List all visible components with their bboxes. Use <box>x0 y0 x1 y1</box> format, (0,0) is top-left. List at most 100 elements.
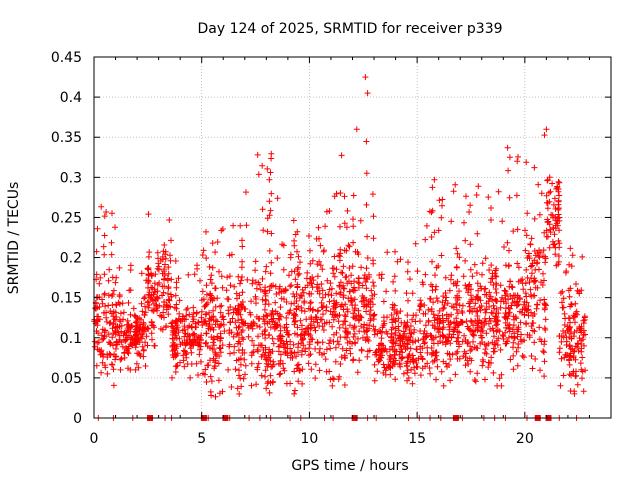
data-point <box>472 300 479 307</box>
data-point <box>183 316 189 323</box>
data-point <box>287 283 294 290</box>
data-point <box>336 282 343 289</box>
data-point <box>208 378 215 385</box>
data-point <box>478 334 485 341</box>
data-point <box>244 276 251 283</box>
data-point <box>142 309 149 316</box>
data-point <box>125 321 132 328</box>
data-point <box>414 268 421 275</box>
data-point <box>483 330 490 337</box>
data-point <box>474 280 481 287</box>
data-point <box>113 338 120 345</box>
data-point <box>261 306 268 313</box>
data-point <box>555 198 562 205</box>
data-point <box>264 313 271 320</box>
data-point <box>110 342 116 349</box>
data-point <box>380 361 387 368</box>
data-point <box>350 192 357 199</box>
data-point <box>567 285 574 292</box>
data-point <box>506 309 513 316</box>
data-point <box>125 365 131 372</box>
data-point <box>172 258 179 264</box>
y-tick-label: 0.05 <box>51 371 82 387</box>
data-point <box>263 297 269 304</box>
data-point <box>571 388 578 395</box>
data-point <box>145 325 152 332</box>
data-point <box>567 245 574 252</box>
data-point <box>488 205 494 211</box>
data-point <box>493 337 500 344</box>
data-point <box>578 348 585 355</box>
data-point <box>422 236 429 243</box>
data-point <box>168 276 175 283</box>
data-point <box>389 343 396 350</box>
data-point <box>436 197 443 204</box>
data-point <box>490 345 497 352</box>
data-point <box>362 279 369 285</box>
data-point <box>129 342 136 349</box>
data-point <box>179 318 185 325</box>
data-point <box>106 320 113 327</box>
data-point <box>560 372 567 379</box>
data-point <box>498 382 505 389</box>
data-point <box>456 254 463 261</box>
data-point <box>517 319 524 326</box>
data-point <box>314 319 321 326</box>
data-point <box>489 310 496 317</box>
data-point <box>491 348 498 355</box>
data-point <box>551 241 558 248</box>
data-point <box>140 347 147 354</box>
data-point <box>149 336 155 343</box>
data-point <box>392 357 399 364</box>
data-point <box>191 271 198 278</box>
data-point <box>280 344 287 351</box>
data-point <box>297 292 304 299</box>
data-point <box>253 313 260 320</box>
data-point <box>350 239 357 246</box>
data-point <box>268 230 275 237</box>
data-point <box>409 290 416 297</box>
data-point <box>422 310 429 317</box>
data-point <box>442 274 449 281</box>
data-point <box>207 373 214 380</box>
data-point <box>409 316 416 323</box>
data-point <box>98 203 105 210</box>
data-point <box>524 210 531 217</box>
data-point <box>541 132 548 139</box>
data-point <box>159 326 166 333</box>
data-point <box>145 298 152 305</box>
data-point <box>476 304 483 311</box>
data-point <box>429 322 436 329</box>
data-point <box>431 314 438 321</box>
data-point <box>295 253 302 260</box>
data-point <box>274 195 281 202</box>
data-point <box>577 360 584 367</box>
data-point <box>471 344 478 351</box>
data-point <box>520 354 527 361</box>
data-point <box>230 222 237 229</box>
data-point <box>162 251 169 258</box>
data-point <box>127 336 134 343</box>
data-point <box>450 188 457 195</box>
data-point <box>384 249 391 256</box>
data-point <box>228 251 235 258</box>
data-point <box>333 290 340 297</box>
data-point <box>303 316 310 323</box>
data-point <box>510 352 517 359</box>
data-point <box>281 324 288 331</box>
data-point <box>487 279 494 286</box>
data-point <box>403 362 410 369</box>
data-point <box>493 265 500 272</box>
data-point <box>142 363 149 369</box>
data-point <box>534 259 541 266</box>
data-point <box>109 334 116 341</box>
data-point <box>550 225 557 232</box>
data-point <box>267 372 274 379</box>
data-point <box>442 290 449 296</box>
data-point <box>440 304 447 311</box>
data-point <box>548 211 555 218</box>
data-point <box>232 305 239 312</box>
data-point <box>515 264 522 271</box>
data-point <box>288 282 295 289</box>
data-point <box>217 335 224 342</box>
